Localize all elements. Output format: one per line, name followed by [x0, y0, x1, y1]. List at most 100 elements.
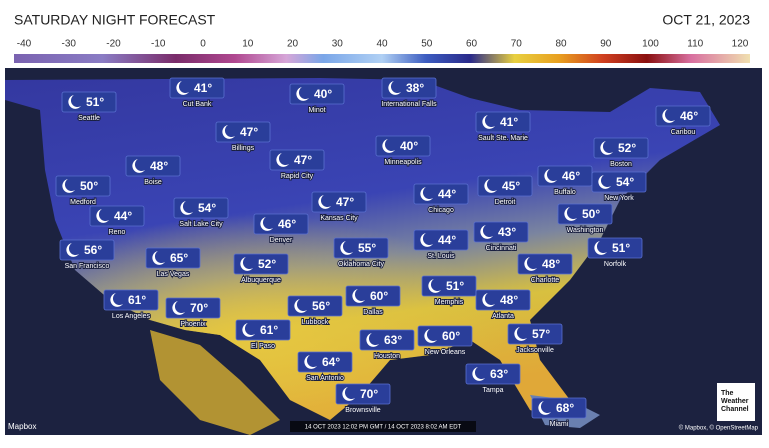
city-name: Memphis [435, 299, 464, 306]
weather-icon [172, 301, 185, 315]
temperature: 46° [562, 169, 580, 183]
temperature: 38° [406, 81, 424, 95]
weather-icon [662, 109, 675, 123]
weather-icon [260, 217, 273, 231]
temperature: 43° [498, 225, 516, 239]
city-name: New Orleans [425, 349, 466, 356]
city-marker: 47° Kansas City [311, 191, 367, 223]
city-name: Reno [109, 229, 126, 236]
weather-icon [594, 241, 607, 255]
scale-label: 70 [511, 39, 523, 50]
city-name: Minneapolis [384, 159, 422, 166]
weather-icon [294, 299, 307, 313]
weather-icon [366, 333, 379, 347]
credits: © Mapbox, © OpenStreetMap [679, 425, 759, 432]
city-marker: 45° Detroit [477, 175, 533, 207]
city-marker: 63° Houston [359, 329, 415, 361]
city-marker: 51° Norfolk [587, 237, 643, 269]
city-name: Las Vegas [157, 271, 190, 278]
city-name: El Paso [251, 343, 275, 350]
weather-icon [340, 241, 353, 255]
temperature: 41° [194, 81, 212, 95]
scale-label: 40 [376, 39, 388, 50]
city-name: Albuquerque [241, 277, 281, 284]
temperature: 47° [240, 125, 258, 139]
city-marker: 46° Caribou [655, 105, 711, 137]
temperature: 57° [532, 327, 550, 341]
city-marker: 51° Memphis [421, 275, 477, 307]
temperature: 47° [294, 153, 312, 167]
city-name: Salt Lake City [179, 221, 223, 228]
temperature: 51° [86, 95, 104, 109]
weather-icon [388, 81, 401, 95]
temperature: 44° [114, 209, 132, 223]
city-name: Los Angeles [112, 313, 151, 320]
city-name: Sault Ste. Marie [478, 135, 528, 142]
provider: Mapbox [8, 422, 36, 431]
temperature: 63° [384, 333, 402, 347]
city-marker: 63° Tampa [465, 363, 521, 395]
scale-label: 0 [200, 39, 206, 50]
temperature: 46° [278, 217, 296, 231]
weather-icon [420, 187, 433, 201]
weather-icon [482, 115, 495, 129]
logo-box [717, 383, 755, 421]
city-marker: 40° Minneapolis [375, 135, 431, 167]
weather-icon [96, 209, 109, 223]
city-marker: 44° Reno [89, 205, 145, 237]
city-name: San Antonio [306, 375, 344, 382]
city-name: Minot [308, 107, 325, 114]
scale-label: 110 [687, 39, 703, 50]
city-name: St. Louis [427, 253, 455, 260]
weather-icon [480, 225, 493, 239]
weather-icon [482, 293, 495, 307]
weather-icon [152, 251, 165, 265]
temperature: 70° [360, 387, 378, 401]
scale-label: 120 [732, 39, 749, 50]
city-name: Boise [144, 179, 162, 186]
city-marker: 46° Buffalo [537, 165, 593, 197]
mexico [150, 330, 280, 435]
temperature: 54° [198, 201, 216, 215]
city-marker: 40° Minot [289, 83, 345, 115]
logo-text: Weather [721, 398, 749, 405]
city-marker: 48° Boise [125, 155, 181, 187]
weather-icon [68, 95, 81, 109]
weather-icon [424, 329, 437, 343]
logo-text: Channel [721, 406, 749, 413]
city-marker: 55° Oklahoma City [333, 237, 389, 269]
city-marker: 47° Rapid City [269, 149, 325, 181]
weather-icon [544, 169, 557, 183]
city-marker: 38° International Falls [380, 77, 438, 109]
weather-icon [352, 289, 365, 303]
city-marker: 48° Atlanta [475, 289, 531, 321]
city-marker: 44° St. Louis [413, 229, 469, 261]
city-name: Kansas City [320, 215, 358, 222]
weather-icon [428, 279, 441, 293]
weather-icon [598, 175, 611, 189]
city-marker: 56° San Francisco [59, 239, 115, 271]
weather-icon [524, 257, 537, 271]
city-name: Oklahoma City [338, 261, 384, 268]
city-name: Seattle [78, 115, 100, 122]
city-name: Billings [232, 145, 255, 152]
city-name: Tampa [482, 387, 503, 394]
city-marker: 51° Seattle [61, 91, 117, 123]
city-name: Rapid City [281, 173, 314, 180]
city-name: Dallas [363, 309, 383, 316]
weather-icon [564, 207, 577, 221]
city-marker: 61° Los Angeles [103, 289, 159, 321]
weather-icon [484, 179, 497, 193]
city-marker: 43° Cincinnati [473, 221, 529, 253]
temperature: 56° [312, 299, 330, 313]
weather-icon [304, 355, 317, 369]
temperature: 52° [618, 141, 636, 155]
temperature: 68° [556, 401, 574, 415]
city-marker: 54° Salt Lake City [173, 197, 229, 229]
temperature: 45° [502, 179, 520, 193]
temperature: 48° [500, 293, 518, 307]
city-name: International Falls [381, 101, 437, 108]
scale-label: 90 [600, 39, 612, 50]
city-marker: 64° San Antonio [297, 351, 353, 383]
